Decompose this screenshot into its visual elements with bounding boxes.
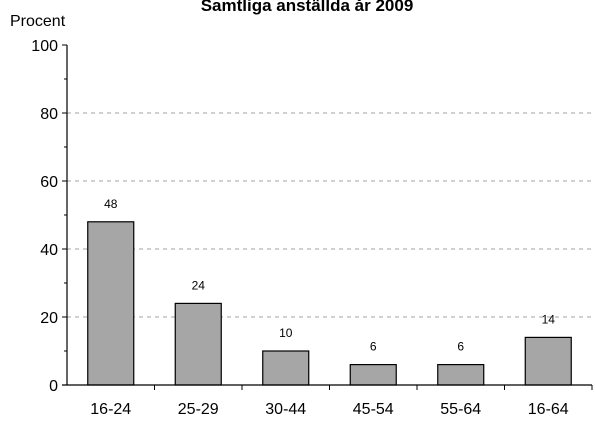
bar-25-29 <box>174 302 222 386</box>
data-label: 6 <box>457 340 464 354</box>
y-tick-label: 40 <box>40 242 58 259</box>
data-labels: 48 24 10 6 6 14 <box>104 197 555 354</box>
y-tick-label: 100 <box>31 38 58 55</box>
bars <box>87 221 572 386</box>
bar-55-64 <box>437 364 485 386</box>
chart-title: Samtliga anställda år 2009 <box>201 0 414 15</box>
gridlines <box>67 112 592 318</box>
y-tick-labels: 0 20 40 60 80 100 <box>31 38 58 395</box>
y-tick-label: 0 <box>49 378 58 395</box>
x-tick-label: 16-64 <box>528 401 569 418</box>
y-axis-label: Procent <box>10 13 66 30</box>
x-tick-label: 16-24 <box>90 401 131 418</box>
bar-16-24 <box>87 221 135 386</box>
x-tick-label: 45-54 <box>353 401 394 418</box>
bar-45-54 <box>349 364 397 386</box>
bar-16-64 <box>524 336 572 386</box>
x-tick-label: 30-44 <box>265 401 306 418</box>
x-tick-labels: 16-24 25-29 30-44 45-54 55-64 16-64 <box>90 401 569 418</box>
data-label: 10 <box>279 326 293 340</box>
data-label: 6 <box>370 340 377 354</box>
data-label: 48 <box>104 197 118 211</box>
y-tick-label: 20 <box>40 310 58 327</box>
data-label: 14 <box>542 312 556 326</box>
axes <box>62 44 593 390</box>
data-label: 24 <box>192 278 206 292</box>
bar-30-44 <box>262 350 310 386</box>
y-tick-label: 80 <box>40 106 58 123</box>
x-tick-label: 55-64 <box>440 401 481 418</box>
y-tick-label: 60 <box>40 174 58 191</box>
x-tick-label: 25-29 <box>178 401 219 418</box>
